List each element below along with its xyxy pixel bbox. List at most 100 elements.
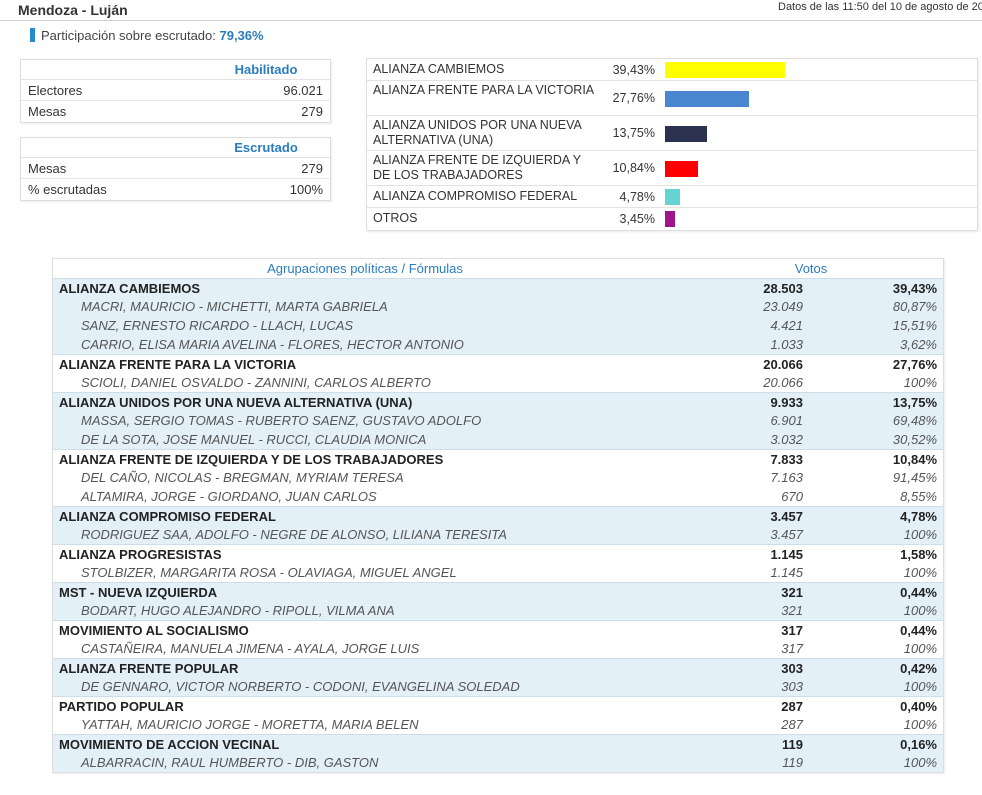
candidate-row-votes: 3.032 [770, 432, 803, 447]
candidate-row: STOLBIZER, MARGARITA ROSA - OLAVIAGA, MI… [53, 563, 943, 582]
candidate-row-votes: 1.033 [770, 337, 803, 352]
summary-row: ALIANZA COMPROMISO FEDERAL 4,78% [367, 186, 977, 208]
party-row-votes: 303 [781, 661, 803, 676]
candidate-row-name: DEL CAÑO, NICOLAS - BREGMAN, MYRIAM TERE… [81, 470, 404, 485]
candidate-row-votes: 119 [782, 755, 803, 770]
escrutado-title: Escrutado [234, 140, 298, 155]
candidate-row-name: MACRI, MAURICIO - MICHETTI, MARTA GABRIE… [81, 299, 388, 314]
info-row: Mesas 279 [21, 158, 330, 179]
candidate-row-votes: 321 [781, 603, 803, 618]
candidate-row-name: SCIOLI, DANIEL OSVALDO - ZANNINI, CARLOS… [81, 375, 431, 390]
candidate-row: MACRI, MAURICIO - MICHETTI, MARTA GABRIE… [53, 297, 943, 316]
party-row-name: ALIANZA CAMBIEMOS [59, 281, 201, 296]
candidate-row: YATTAH, MAURICIO JORGE - MORETTA, MARIA … [53, 715, 943, 734]
party-row-pct: 0,44% [900, 623, 937, 638]
party-row: ALIANZA FRENTE PARA LA VICTORIA 20.066 27,… [53, 354, 943, 373]
party-row: ALIANZA PROGRESISTAS 1.145 1,58% [53, 544, 943, 563]
summary-party-name: ALIANZA FRENTE DE IZQUIERDA Y DE LOS TRA… [373, 153, 581, 182]
info-value: 279 [301, 161, 323, 176]
candidate-row: RODRIGUEZ SAA, ADOLFO - NEGRE DE ALONSO,… [53, 525, 943, 544]
summary-party-pct: 39,43% [612, 63, 655, 77]
info-value: 100% [289, 182, 323, 197]
party-row: MST - NUEVA IZQUIERDA 321 0,44% [53, 582, 943, 601]
party-row-name: ALIANZA FRENTE POPULAR [59, 661, 239, 676]
candidate-row-pct: 100% [903, 603, 937, 618]
participation-label: Participación sobre escrutado: [41, 28, 216, 43]
party-summary-chart: ALIANZA CAMBIEMOS 39,43% ALIANZA FRENTE PA… [366, 58, 978, 231]
info-value: 279 [301, 104, 323, 119]
party-row: ALIANZA FRENTE POPULAR 303 0,42% [53, 658, 943, 677]
party-row-pct: 0,16% [900, 737, 937, 752]
info-value: 96.021 [283, 83, 323, 98]
party-row-pct: 0,40% [900, 699, 937, 714]
summary-row: ALIANZA UNIDOS POR UNA NUEVA ALTERNATIVA… [367, 116, 977, 151]
summary-bar [665, 189, 680, 205]
column-header-party: Agrupaciones políticas / Fórmulas [267, 261, 463, 276]
summary-bar [665, 126, 707, 142]
candidate-row-votes: 7.163 [770, 470, 803, 485]
party-row-votes: 28.503 [763, 281, 803, 296]
party-row-votes: 3.457 [770, 509, 803, 524]
candidate-row-pct: 100% [903, 375, 937, 390]
candidate-row-name: CARRIO, ELISA MARIA AVELINA - FLORES, HE… [81, 337, 464, 352]
candidate-row-pct: 100% [903, 565, 937, 580]
party-row-pct: 4,78% [900, 509, 937, 524]
summary-row: ALIANZA FRENTE DE IZQUIERDA Y DE LOS TRA… [367, 151, 977, 186]
column-header-votes: Votos [794, 261, 828, 276]
habilitado-title: Habilitado [234, 62, 298, 77]
candidate-row-name: ALTAMIRA, JORGE - GIORDANO, JUAN CARLOS [81, 489, 377, 504]
candidate-row: DEL CAÑO, NICOLAS - BREGMAN, MYRIAM TERE… [53, 468, 943, 487]
party-row-votes: 7.833 [770, 452, 803, 467]
candidate-row: ALTAMIRA, JORGE - GIORDANO, JUAN CARLOS 6… [53, 487, 943, 506]
candidate-row-pct: 15,51% [892, 318, 937, 333]
results-table: Agrupaciones políticas / Fórmulas Votos … [52, 258, 944, 773]
party-row-name: ALIANZA PROGRESISTAS [59, 547, 222, 562]
party-row-name: PARTIDO POPULAR [59, 699, 184, 714]
candidate-row-pct: 100% [903, 679, 937, 694]
party-row: MOVIMIENTO AL SOCIALISMO 317 0,44% [53, 620, 943, 639]
candidate-row: SANZ, ERNESTO RICARDO - LLACH, LUCAS 4.42… [53, 316, 943, 335]
habilitado-header: Habilitado [21, 60, 330, 80]
candidate-row-name: CASTAÑEIRA, MANUELA JIMENA - AYALA, JORG… [81, 641, 420, 656]
escrutado-header: Escrutado [21, 138, 330, 158]
summary-party-pct: 10,84% [612, 161, 655, 175]
candidate-row-pct: 100% [903, 755, 937, 770]
party-row: ALIANZA CAMBIEMOS 28.503 39,43% [53, 278, 943, 297]
party-row-votes: 321 [781, 585, 803, 600]
summary-party-pct: 13,75% [612, 126, 655, 140]
info-label: Mesas [28, 104, 67, 119]
top-bar: Mendoza - Luján Datos de las 11:50 del 1… [0, 0, 982, 21]
party-row-name: MOVIMIENTO AL SOCIALISMO [59, 623, 249, 638]
candidate-row: ALBARRACIN, RAUL HUMBERTO - DIB, GASTON 1… [53, 753, 943, 772]
candidate-row-pct: 8,55% [900, 489, 937, 504]
info-label: Mesas [28, 161, 67, 176]
summary-party-pct: 4,78% [619, 190, 655, 204]
summary-row: ALIANZA CAMBIEMOS 39,43% [367, 59, 977, 81]
info-label: Electores [28, 83, 83, 98]
candidate-row-pct: 91,45% [892, 470, 937, 485]
party-row-name: MOVIMIENTO DE ACCION VECINAL [59, 737, 280, 752]
party-row: PARTIDO POPULAR 287 0,40% [53, 696, 943, 715]
party-row-pct: 13,75% [892, 395, 937, 410]
candidate-row-votes: 1.145 [770, 565, 803, 580]
candidate-row-votes: 3.457 [770, 527, 803, 542]
participation-summary: Participación sobre escrutado: 79,36% [30, 28, 264, 44]
candidate-row-pct: 100% [903, 641, 937, 656]
party-row: ALIANZA FRENTE DE IZQUIERDA Y DE LOS TRA… [53, 449, 943, 468]
info-label: % escrutadas [28, 182, 107, 197]
party-row: ALIANZA UNIDOS POR UNA NUEVA ALTERNATIVA… [53, 392, 943, 411]
info-row: Mesas 279 [21, 101, 330, 122]
party-row-votes: 119 [782, 737, 803, 752]
party-row-name: ALIANZA FRENTE DE IZQUIERDA Y DE LOS TRA… [59, 452, 444, 467]
party-row-votes: 9.933 [770, 395, 803, 410]
summary-party-pct: 27,76% [612, 91, 655, 105]
summary-party-pct: 3,45% [619, 212, 655, 226]
candidate-row-name: ALBARRACIN, RAUL HUMBERTO - DIB, GASTON [81, 755, 379, 770]
data-timestamp: Datos de las 11:50 del 10 de agosto de 2… [778, 1, 982, 13]
candidate-row: BODART, HUGO ALEJANDRO - RIPOLL, VILMA A… [53, 601, 943, 620]
participation-value: 79,36% [219, 28, 264, 43]
summary-party-name: ALIANZA COMPROMISO FEDERAL [373, 189, 578, 203]
summary-bar [665, 91, 749, 107]
party-row-pct: 1,58% [900, 547, 937, 562]
candidate-row-votes: 4.421 [770, 318, 803, 333]
